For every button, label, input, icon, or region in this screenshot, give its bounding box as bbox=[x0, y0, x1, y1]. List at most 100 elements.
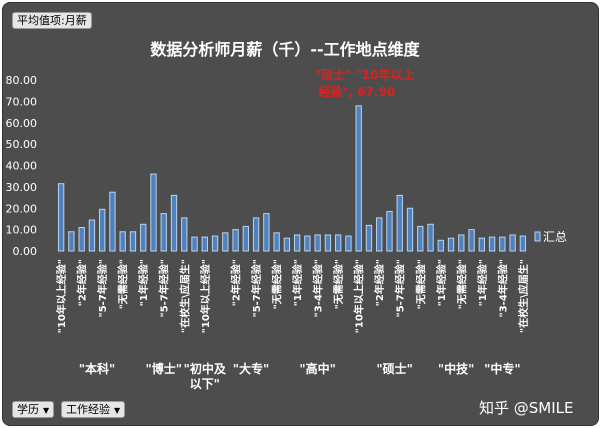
x-tick-label: "10年以上经验" bbox=[199, 259, 212, 333]
annotation-line-1: "硕士" "10年以上 bbox=[315, 67, 415, 82]
bar[interactable] bbox=[283, 237, 291, 252]
bar[interactable] bbox=[109, 191, 116, 252]
x-group-label: "硕士" bbox=[376, 361, 413, 376]
bar[interactable] bbox=[293, 234, 301, 252]
y-tick-label: 0.00 bbox=[13, 245, 38, 258]
bar[interactable] bbox=[458, 234, 465, 252]
bar[interactable] bbox=[222, 232, 229, 252]
bars-group bbox=[57, 105, 527, 252]
y-tick-label: 60.00 bbox=[6, 117, 38, 130]
bar[interactable] bbox=[519, 235, 527, 252]
dropdown-arrow-icon[interactable]: ▼ bbox=[114, 405, 121, 415]
y-tick-label: 70.00 bbox=[6, 95, 38, 108]
bar[interactable] bbox=[499, 236, 506, 252]
x-group-label: "中技" bbox=[438, 361, 475, 376]
x-tick-label: "1年经验" bbox=[435, 259, 448, 306]
y-tick-label: 10.00 bbox=[6, 224, 38, 237]
bar[interactable] bbox=[355, 105, 362, 252]
y-tick-label: 30.00 bbox=[6, 181, 38, 194]
x-group-label: "中专" bbox=[484, 361, 521, 376]
bar[interactable] bbox=[211, 235, 219, 252]
x-tick-label: "无需经验" bbox=[414, 259, 427, 309]
x-tick-label: "5-7年经验" bbox=[250, 259, 263, 318]
bar[interactable] bbox=[88, 219, 96, 252]
bar-chart: 数据分析师月薪（千）--工作地点维度 0.00 10.00 20.00 30.00 40… bbox=[6, 40, 568, 391]
bar[interactable] bbox=[417, 225, 424, 252]
bar[interactable] bbox=[150, 173, 157, 252]
bar[interactable] bbox=[160, 213, 167, 252]
bar[interactable] bbox=[406, 207, 414, 252]
bar[interactable] bbox=[509, 234, 516, 252]
x-tick-label: "在校生\应届生" bbox=[517, 259, 530, 333]
dropdown-arrow-icon[interactable]: ▼ bbox=[43, 405, 50, 415]
x-tick-label: "2年经验" bbox=[76, 259, 89, 306]
bar[interactable] bbox=[314, 234, 321, 252]
x-axis-labels: "10年以上经验" "2年经验" "5-7年经验" "无需经验" "1年经验" "5-7年… bbox=[55, 259, 530, 333]
bar[interactable] bbox=[191, 236, 198, 252]
data-annotation: "硕士" "10年以上经验", 67.90 bbox=[315, 67, 415, 99]
bar[interactable] bbox=[263, 213, 270, 252]
bar[interactable] bbox=[252, 217, 260, 252]
x-group-label: "初中及以下" bbox=[184, 361, 227, 391]
x-tick-label: "无需经验" bbox=[455, 259, 468, 309]
x-tick-label: "10年以上经验" bbox=[55, 259, 68, 333]
legend-label: 汇总 bbox=[543, 230, 567, 244]
x-axis-group-labels: "本科" "博士" "初中及以下" "大专" "高中" "硕士" "中技" "中专" bbox=[79, 361, 521, 391]
chart-title: 数据分析师月薪（千）--工作地点维度 bbox=[150, 40, 420, 59]
bar[interactable] bbox=[99, 208, 106, 252]
bar[interactable] bbox=[427, 223, 434, 252]
bar[interactable] bbox=[140, 223, 147, 252]
y-tick-label: 50.00 bbox=[6, 138, 38, 151]
bar[interactable] bbox=[78, 226, 85, 252]
value-field-label: 平均值项:月薪 bbox=[17, 14, 87, 27]
axis-field-button-education[interactable]: 学历 ▼ bbox=[12, 401, 55, 418]
x-tick-label: "5-7年经验" bbox=[158, 259, 171, 318]
bar[interactable] bbox=[170, 194, 178, 252]
x-tick-label: "1年经验" bbox=[291, 259, 304, 306]
x-group-label: "高中" bbox=[299, 361, 336, 376]
x-tick-label: "5-7年经验" bbox=[96, 259, 109, 318]
bar[interactable] bbox=[324, 234, 332, 252]
y-tick-label: 20.00 bbox=[6, 202, 38, 215]
x-group-label: "大专" bbox=[233, 361, 270, 376]
x-tick-label: "2年经验" bbox=[230, 259, 243, 306]
bar[interactable] bbox=[273, 232, 280, 252]
bar[interactable] bbox=[386, 210, 393, 252]
bar[interactable] bbox=[232, 229, 239, 252]
axis-field-label: 工作经验 bbox=[66, 403, 110, 416]
bar[interactable] bbox=[396, 194, 403, 252]
axis-field-label: 学历 bbox=[17, 403, 39, 416]
bar[interactable] bbox=[119, 231, 126, 252]
value-field-button[interactable]: 平均值项:月薪 bbox=[12, 12, 92, 29]
bar[interactable] bbox=[478, 237, 485, 252]
x-group-label: "博士" bbox=[145, 361, 182, 376]
x-tick-label: "3-4年经验" bbox=[312, 259, 325, 318]
bar[interactable] bbox=[345, 235, 352, 252]
bar[interactable] bbox=[129, 231, 137, 252]
legend: 汇总 bbox=[534, 230, 567, 244]
x-tick-label: "无需经验" bbox=[117, 259, 130, 309]
bar[interactable] bbox=[68, 231, 75, 252]
y-axis: 0.00 10.00 20.00 30.00 40.00 50.00 60.00 70.00 8… bbox=[6, 74, 38, 258]
bar[interactable] bbox=[468, 229, 475, 252]
x-tick-label: "1年经验" bbox=[137, 259, 150, 306]
x-tick-label: "2年经验" bbox=[373, 259, 386, 306]
bar[interactable] bbox=[57, 183, 65, 252]
bar[interactable] bbox=[365, 224, 373, 252]
bar[interactable] bbox=[488, 236, 496, 252]
bar[interactable] bbox=[242, 225, 249, 252]
bar[interactable] bbox=[201, 236, 208, 252]
annotation-line-2: 经验", 67.90 bbox=[318, 84, 395, 99]
bar[interactable] bbox=[304, 235, 311, 252]
bar[interactable] bbox=[376, 217, 383, 252]
x-tick-label: "5-7年经验" bbox=[394, 259, 407, 318]
bar[interactable] bbox=[181, 217, 188, 252]
bar[interactable] bbox=[437, 239, 444, 252]
x-tick-label: "无需经验" bbox=[271, 259, 284, 309]
bar[interactable] bbox=[447, 237, 455, 252]
watermark: 知乎 @SMILE bbox=[479, 399, 574, 417]
bar[interactable] bbox=[335, 234, 342, 252]
axis-field-button-experience[interactable]: 工作经验 ▼ bbox=[61, 401, 126, 418]
legend-swatch bbox=[534, 231, 541, 242]
